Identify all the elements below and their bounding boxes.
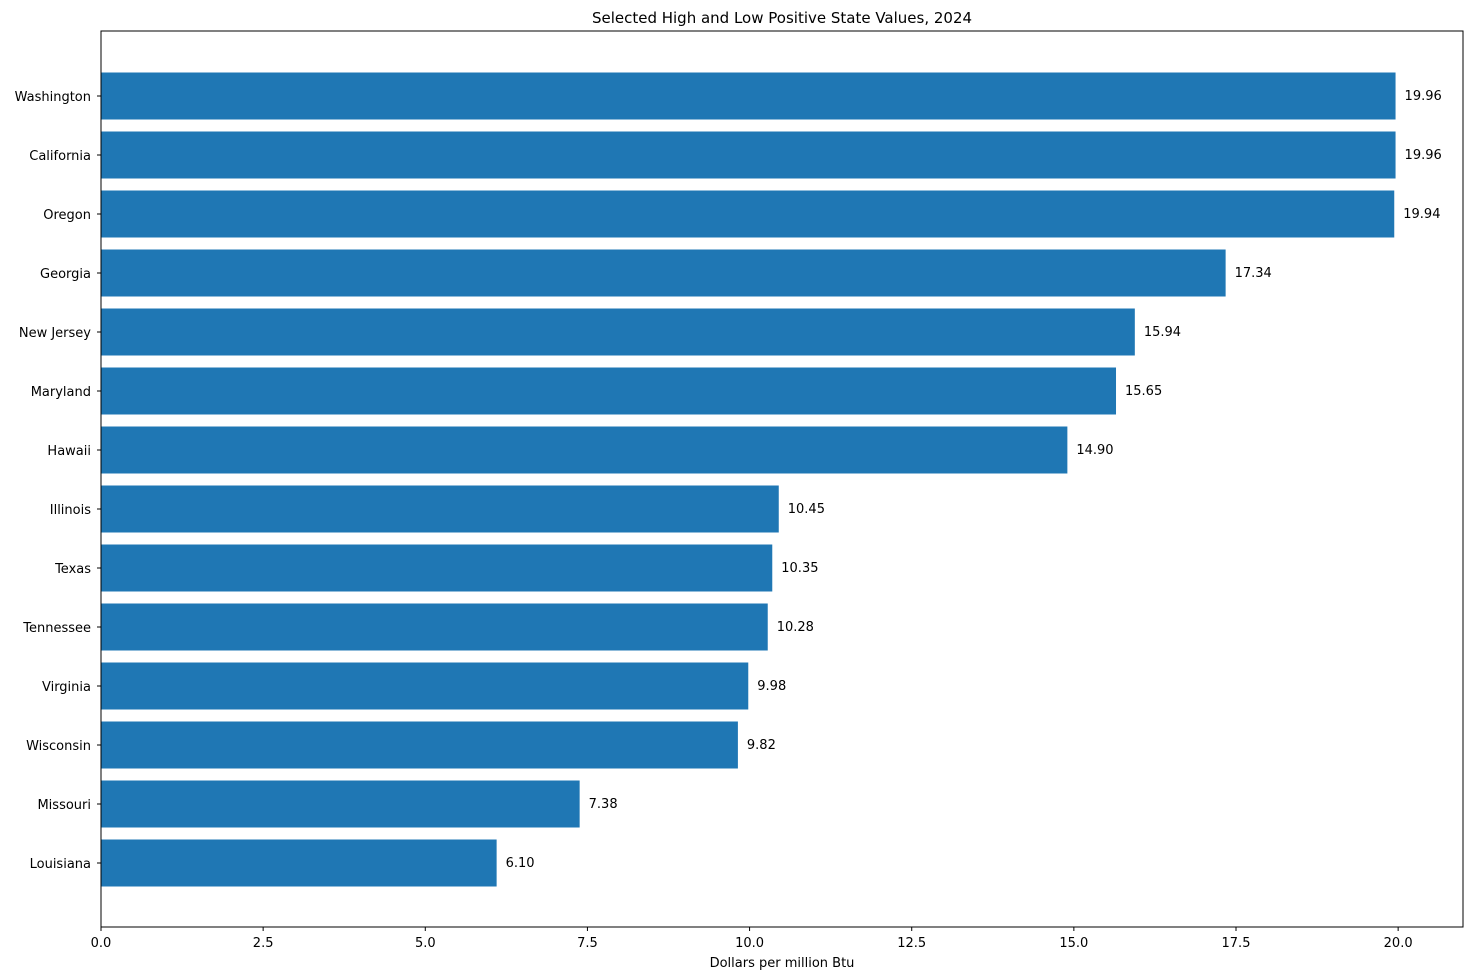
y-tick-label: California	[29, 149, 91, 164]
bar-value-label: 19.94	[1403, 207, 1440, 222]
x-tick-label: 12.5	[897, 936, 926, 951]
y-tick-label: Wisconsin	[26, 739, 91, 754]
bar	[101, 426, 1068, 474]
bar	[101, 72, 1396, 120]
bar-value-label: 15.65	[1125, 384, 1162, 399]
bars	[101, 72, 1396, 887]
x-tick-label: 5.0	[415, 936, 436, 951]
x-tick-label: 10.0	[735, 936, 764, 951]
bar-value-label: 19.96	[1405, 89, 1442, 104]
plot-frame	[100, 30, 1464, 928]
x-axis: 0.0 2.5 5.0 7.5 10.0 12.5 15.0 17.5 20.0	[91, 927, 1413, 951]
bar	[101, 308, 1135, 356]
y-tick-label: Texas	[54, 562, 91, 577]
bar-value-label: 9.98	[757, 679, 786, 694]
y-tick-label: New Jersey	[19, 326, 91, 341]
y-tick-label: Missouri	[37, 798, 91, 813]
bar-value-label: 19.96	[1405, 148, 1442, 163]
y-tick-label: Virginia	[42, 680, 91, 695]
bar-value-label: 15.94	[1144, 325, 1181, 340]
bar	[101, 249, 1226, 297]
y-tick-label: Louisiana	[30, 857, 91, 872]
bar	[101, 603, 768, 651]
bar-value-label: 10.28	[777, 620, 814, 635]
x-tick-label: 15.0	[1059, 936, 1088, 951]
y-tick-label: Tennessee	[22, 621, 91, 636]
x-tick-label: 2.5	[253, 936, 274, 951]
bar	[101, 190, 1395, 238]
bar	[101, 721, 738, 769]
y-tick-label: Illinois	[50, 503, 91, 518]
x-tick-label: 0.0	[91, 936, 112, 951]
y-tick-label: Oregon	[43, 208, 91, 223]
bar	[101, 780, 580, 828]
bar-value-label: 17.34	[1235, 266, 1272, 281]
bar-value-label: 10.45	[788, 502, 825, 517]
x-tick-label: 20.0	[1384, 936, 1413, 951]
chart-title: Selected High and Low Positive State Val…	[592, 9, 972, 27]
value-labels: 19.96 19.96 19.94 17.34 15.94 15.65 14.90 10.45…	[506, 89, 1442, 871]
bar	[101, 131, 1396, 179]
x-tick-label: 17.5	[1222, 936, 1251, 951]
x-axis-label: Dollars per million Btu	[710, 956, 855, 971]
bar-value-label: 10.35	[781, 561, 818, 576]
x-tick-label: 7.5	[577, 936, 598, 951]
y-tick-label: Hawaii	[47, 444, 91, 459]
bar	[101, 839, 497, 887]
bar	[101, 367, 1117, 415]
bar-value-label: 14.90	[1076, 443, 1113, 458]
bar-value-label: 7.38	[589, 797, 618, 812]
bar	[101, 544, 773, 592]
bar	[101, 662, 749, 710]
y-axis: Washington California Oregon Georgia New Jer…	[15, 90, 101, 872]
bar-value-label: 6.10	[506, 856, 535, 871]
y-tick-label: Maryland	[31, 385, 91, 400]
y-tick-label: Washington	[15, 90, 91, 105]
bar-value-label: 9.82	[747, 738, 776, 753]
bar	[101, 485, 779, 533]
y-tick-label: Georgia	[40, 267, 91, 282]
